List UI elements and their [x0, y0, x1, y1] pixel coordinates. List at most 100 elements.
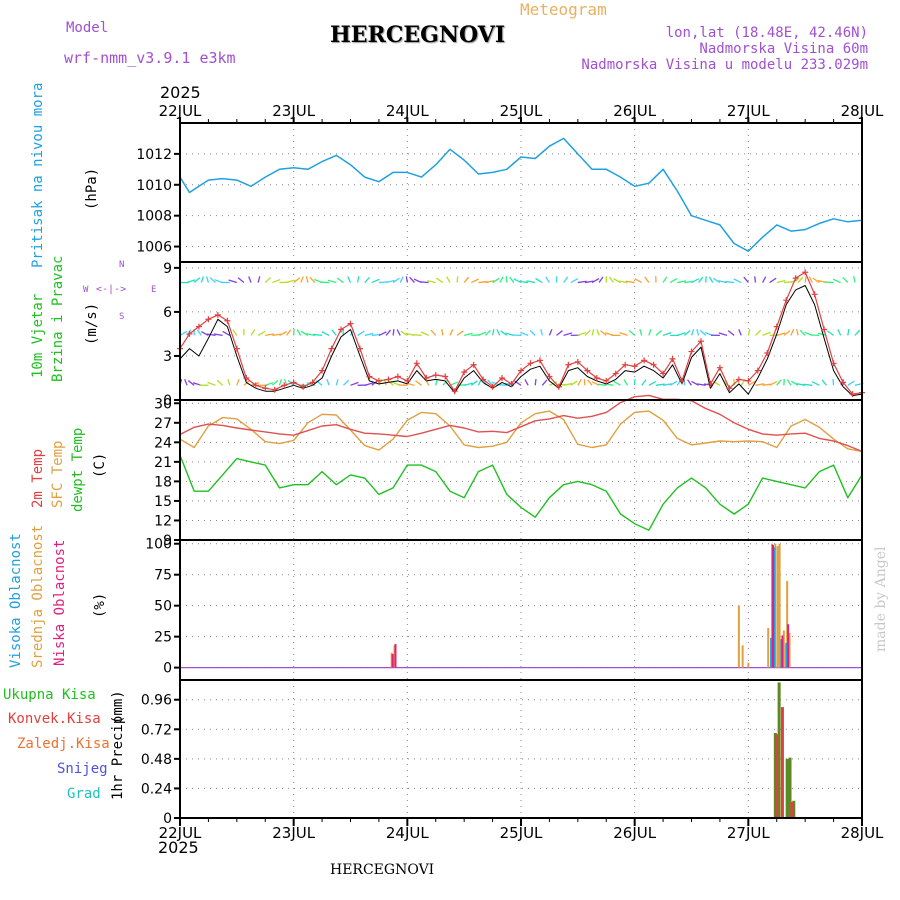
ytick-label-temperature: 18 — [154, 474, 172, 490]
wind-barb — [350, 381, 359, 386]
wind-barb — [619, 331, 628, 337]
wind-speed-marker — [735, 376, 742, 383]
wind-barb — [265, 381, 274, 386]
wind-barb — [708, 276, 714, 283]
wind-barb — [655, 329, 663, 336]
wind-barb — [648, 380, 657, 386]
wind-speed-marker — [224, 317, 231, 324]
page-title: HERCEGNOVI — [330, 22, 506, 48]
wind-speed-marker — [612, 370, 619, 377]
wind-speed-marker — [423, 374, 430, 381]
wind-barb — [184, 379, 188, 386]
xtick-label-top: 24JUL — [386, 102, 429, 120]
wind-barb — [799, 329, 806, 336]
wind-speed-marker — [574, 358, 581, 365]
wind-barb — [832, 278, 841, 284]
wind-speed-marker — [347, 320, 354, 327]
wind-barb — [691, 278, 700, 284]
wind-barb — [577, 379, 582, 386]
wind-barb — [669, 277, 678, 284]
wind-speed-marker — [603, 377, 610, 384]
dewpoint-line — [179, 455, 863, 531]
wind-barb — [842, 276, 849, 283]
wind-barb — [492, 277, 500, 284]
wind-barb — [618, 280, 628, 284]
wind-speed-marker — [631, 363, 638, 370]
ytick-label-clouds: 0 — [163, 661, 172, 677]
wind-barb — [306, 333, 316, 337]
xtick-label-bottom: 22JUL — [159, 824, 202, 842]
wind-speed-marker — [432, 372, 439, 379]
wind-speed-marker — [508, 380, 515, 387]
wind-speed-marker — [404, 377, 411, 384]
ytick-label-pressure: 1008 — [136, 209, 172, 225]
wind-barb — [207, 381, 216, 386]
wind-barb — [811, 381, 820, 386]
wind-barb — [206, 333, 216, 337]
wind-barb — [596, 329, 600, 336]
wind-speed-marker — [669, 355, 676, 362]
wind-speed-marker — [271, 386, 278, 393]
model-elevation-label: Nadmorska Visina u modelu 233.029m — [581, 57, 868, 73]
wind-barb — [464, 332, 473, 337]
wind-barb — [776, 379, 782, 386]
wind-barb — [747, 329, 751, 336]
wind-barb — [591, 329, 595, 336]
wind-barb — [570, 380, 578, 386]
wind-barb — [591, 278, 600, 284]
wind-barb — [412, 333, 422, 337]
ytick-label-clouds: 25 — [154, 630, 172, 646]
wind-barb — [644, 276, 650, 283]
wind-barb — [200, 276, 205, 283]
wind-speed-marker — [262, 385, 269, 392]
wind-barb — [193, 277, 201, 284]
wind-barb — [748, 380, 756, 386]
elevation-label: Nadmorska Visina 60m — [699, 41, 868, 57]
wind-barb — [257, 330, 266, 336]
wind-speed-marker — [186, 330, 193, 337]
wind-barb — [556, 330, 563, 336]
ytick-label-pressure: 1006 — [136, 240, 172, 256]
wind-barb — [534, 378, 537, 386]
wind-barb — [420, 331, 429, 336]
ytick-label-precip: 0 — [163, 811, 172, 827]
wind-barb — [409, 276, 415, 283]
wind-barb — [677, 280, 687, 284]
mid-cloud-bar — [741, 645, 744, 668]
wind-barb — [761, 276, 767, 283]
wind-speed-marker — [849, 391, 856, 398]
wind-barb — [342, 379, 350, 386]
frame-precip — [179, 679, 863, 819]
wind-barb — [271, 379, 279, 386]
wind-barb — [364, 276, 371, 283]
xtick-label-bottom: 23JUL — [272, 824, 315, 842]
wind-barb — [209, 277, 216, 284]
wind-barb — [540, 329, 543, 336]
legend-conv-precip: Konvek.Kisa — [8, 711, 101, 727]
wind-barb — [847, 329, 850, 336]
ytick-label-wind: 0 — [163, 393, 172, 409]
wind-speed-marker — [356, 345, 363, 352]
wind-speed-marker — [555, 383, 562, 390]
wind-speed-marker — [518, 367, 524, 374]
wind-barb — [519, 280, 529, 284]
wind-barb — [762, 331, 771, 337]
wind-barb — [237, 277, 245, 284]
ytick-label-precip: 0.72 — [141, 722, 172, 738]
xtick-label-top: 23JUL — [272, 102, 315, 120]
wind-barb — [248, 276, 252, 283]
wind-barb — [265, 333, 275, 337]
sfc-temp-line — [179, 410, 863, 453]
wind-barb — [364, 382, 374, 386]
high-cloud-bar — [770, 637, 773, 668]
xtick-label-top: 26JUL — [613, 102, 656, 120]
wind-barb — [832, 378, 835, 386]
pressure-line — [179, 137, 863, 252]
wind-speed-marker — [716, 364, 723, 371]
wind-barb — [821, 379, 827, 386]
wind-speed-marker — [328, 345, 335, 352]
wind-barb — [648, 329, 652, 336]
wind-speed-marker — [802, 269, 809, 276]
wind-speed-marker — [527, 360, 534, 367]
xtick-label-top: 27JUL — [727, 102, 770, 120]
